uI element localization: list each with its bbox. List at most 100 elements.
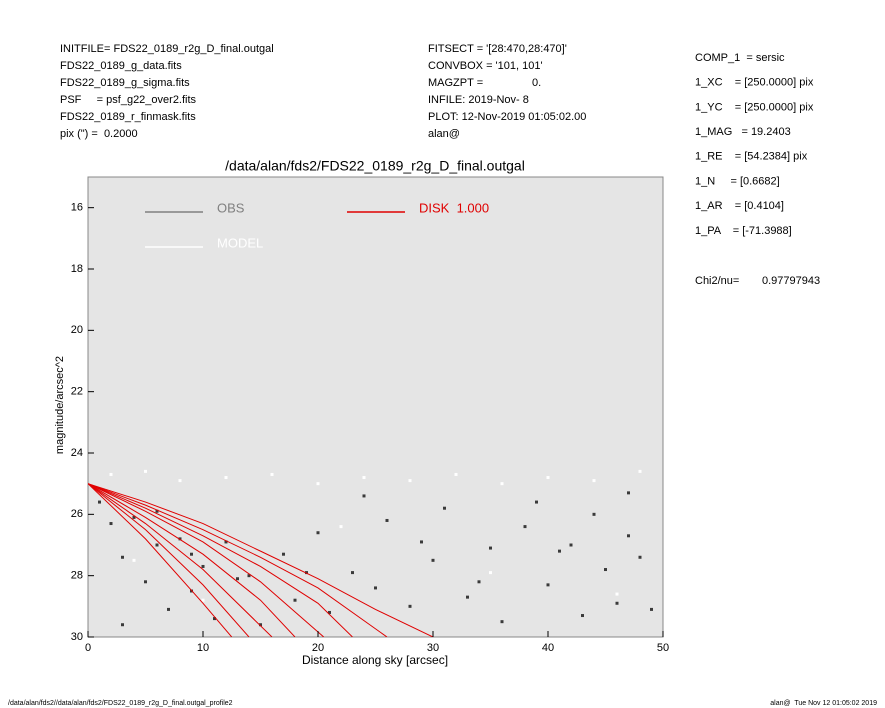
info-middle: CONVBOX = '101, 101' — [428, 60, 543, 72]
data-point — [500, 482, 504, 486]
data-point — [558, 549, 561, 553]
model-line — [88, 483, 353, 637]
data-point — [627, 491, 630, 495]
data-point — [546, 476, 550, 480]
data-point — [466, 595, 469, 599]
info-left: PSF = psf_g22_over2.fits — [60, 94, 197, 106]
info-middle: MAGZPT = 0. — [428, 77, 541, 89]
model-line — [88, 483, 434, 637]
data-point — [638, 469, 642, 473]
data-point — [408, 479, 412, 483]
data-point — [385, 518, 389, 522]
data-point — [109, 522, 113, 526]
data-point — [627, 534, 630, 538]
y-tick-label: 30 — [71, 631, 83, 643]
data-point — [178, 537, 182, 541]
data-point — [650, 607, 653, 611]
y-tick-label: 24 — [71, 447, 83, 459]
chart-title: /data/alan/fds2/FDS22_0189_r2g_D_final.o… — [225, 158, 525, 174]
plot-layer — [88, 469, 653, 637]
info-right: 1_MAG = 19.2403 — [695, 126, 791, 138]
data-point — [546, 583, 550, 587]
info-left: INITFILE= FDS22_0189_r2g_D_final.outgal — [60, 43, 274, 55]
y-tick-label: 20 — [71, 324, 83, 336]
data-point — [144, 469, 147, 473]
y-axis-label: magnitude/arcsec^2 — [54, 356, 66, 454]
data-point — [201, 564, 205, 568]
data-point — [236, 577, 239, 581]
info-middle: alan@ — [428, 128, 460, 140]
data-point — [443, 506, 446, 510]
data-point — [408, 604, 412, 608]
data-point — [121, 623, 124, 627]
x-tick-label: 20 — [312, 642, 324, 654]
data-point — [569, 543, 573, 547]
data-point — [247, 574, 251, 578]
model-line — [88, 483, 273, 637]
x-tick-label: 50 — [657, 642, 669, 654]
data-point — [328, 610, 331, 614]
info-left: FDS22_0189_r_finmask.fits — [60, 111, 196, 123]
data-point — [293, 598, 297, 602]
info-left: FDS22_0189_g_sigma.fits — [60, 77, 190, 89]
data-point — [132, 558, 136, 562]
data-point — [604, 568, 607, 572]
data-point — [489, 571, 492, 575]
data-point — [144, 580, 147, 584]
data-point — [581, 614, 584, 618]
x-axis-label: Distance along sky [arcsec] — [302, 653, 448, 667]
x-tick-label: 40 — [542, 642, 554, 654]
data-point — [431, 558, 435, 562]
data-point — [535, 500, 538, 504]
y-tick-label: 28 — [71, 570, 83, 582]
data-point — [523, 525, 527, 529]
data-point — [201, 598, 205, 602]
data-point — [270, 472, 274, 476]
x-tick-label: 10 — [197, 642, 209, 654]
data-point — [615, 592, 619, 596]
model-line — [88, 483, 250, 637]
data-point — [316, 482, 320, 486]
data-point — [638, 555, 642, 559]
data-point — [224, 476, 228, 480]
data-point — [178, 479, 182, 483]
model-line — [88, 483, 233, 637]
data-point — [155, 543, 159, 547]
data-point — [98, 500, 101, 504]
data-point — [213, 617, 216, 621]
info-right: 1_N = [0.6682] — [695, 175, 780, 187]
model-line — [88, 483, 388, 637]
data-point — [362, 494, 366, 498]
data-point — [109, 472, 113, 476]
data-point — [454, 472, 458, 476]
info-right: 1_PA = [-71.3988] — [695, 225, 792, 237]
legend-label: MODEL — [217, 235, 263, 250]
data-point — [592, 479, 596, 483]
info-right: 1_RE = [54.2384] pix — [695, 151, 808, 163]
data-point — [615, 601, 619, 605]
data-point — [351, 571, 354, 575]
data-point — [316, 531, 320, 535]
data-point — [339, 525, 343, 529]
data-point — [190, 552, 193, 556]
data-point — [592, 512, 596, 516]
footer-user: alan@ Tue Nov 12 01:05:02 2019 — [770, 700, 877, 707]
data-point — [477, 580, 481, 584]
data-point — [282, 552, 285, 556]
info-middle: PLOT: 12-Nov-2019 01:05:02.00 — [428, 111, 586, 123]
y-tick-label: 18 — [71, 263, 83, 275]
y-tick-label: 16 — [71, 202, 83, 214]
data-point — [420, 540, 423, 544]
data-point — [305, 571, 308, 575]
plot-area — [87, 176, 664, 638]
data-point — [224, 540, 228, 544]
info-middle: FITSECT = '[28:470,28:470]' — [428, 43, 567, 55]
info-middle: INFILE: 2019-Nov- 8 — [428, 94, 529, 106]
legend-label: OBS — [217, 200, 245, 215]
info-left: pix (") = 0.2000 — [60, 128, 138, 140]
x-tick-label: 0 — [85, 642, 91, 654]
info-right: 1_AR = [0.4104] — [695, 200, 784, 212]
data-point — [362, 476, 366, 480]
